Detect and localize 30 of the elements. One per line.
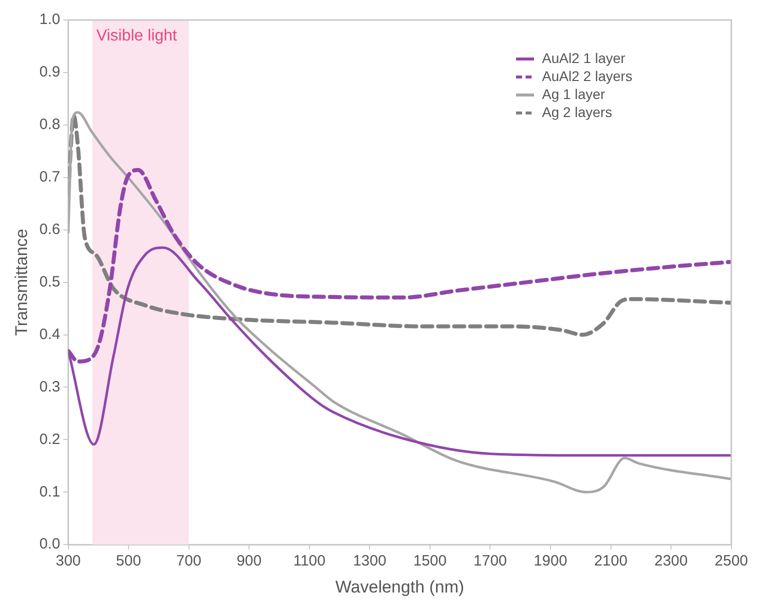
legend-label: AuAl2 1 layer: [542, 50, 626, 66]
y-tick-label: 0.7: [39, 168, 60, 186]
x-tick-label: 2100: [594, 552, 628, 570]
y-tick-label: 0.6: [39, 220, 60, 238]
y-tick-label: 0.8: [39, 116, 60, 134]
y-axis-title: Transmittance: [12, 228, 31, 336]
x-tick-label: 2300: [654, 552, 688, 570]
x-tick-label: 1300: [352, 552, 386, 570]
y-tick-label: 1.0: [39, 11, 60, 28]
x-tick-label: 2500: [714, 552, 748, 570]
x-tick-label: 1700: [474, 552, 507, 570]
x-tick-label: 1500: [413, 552, 447, 570]
y-tick-label: 0.3: [39, 378, 60, 396]
y-tick-label: 0.2: [39, 430, 60, 448]
x-tick-label: 1900: [534, 552, 568, 570]
x-tick-label: 500: [116, 552, 142, 570]
y-tick-label: 0.5: [39, 273, 60, 290]
x-tick-label: 300: [56, 552, 81, 570]
x-tick-label: 900: [236, 552, 262, 570]
band-label: Visible light: [96, 27, 178, 44]
y-tick-label: 0.1: [39, 483, 60, 500]
y-tick-label: 0.4: [39, 326, 60, 343]
y-tick-label: 0.0: [39, 536, 60, 553]
legend-label: AuAl2 2 layers: [542, 68, 632, 84]
legend-label: Ag 2 layers: [542, 104, 612, 120]
y-tick-label: 0.9: [39, 64, 60, 81]
x-tick-label: 1100: [293, 552, 326, 570]
x-tick-label: 700: [176, 552, 202, 570]
x-axis-title: Wavelength (nm): [335, 577, 464, 596]
legend-label: Ag 1 layer: [542, 86, 606, 102]
